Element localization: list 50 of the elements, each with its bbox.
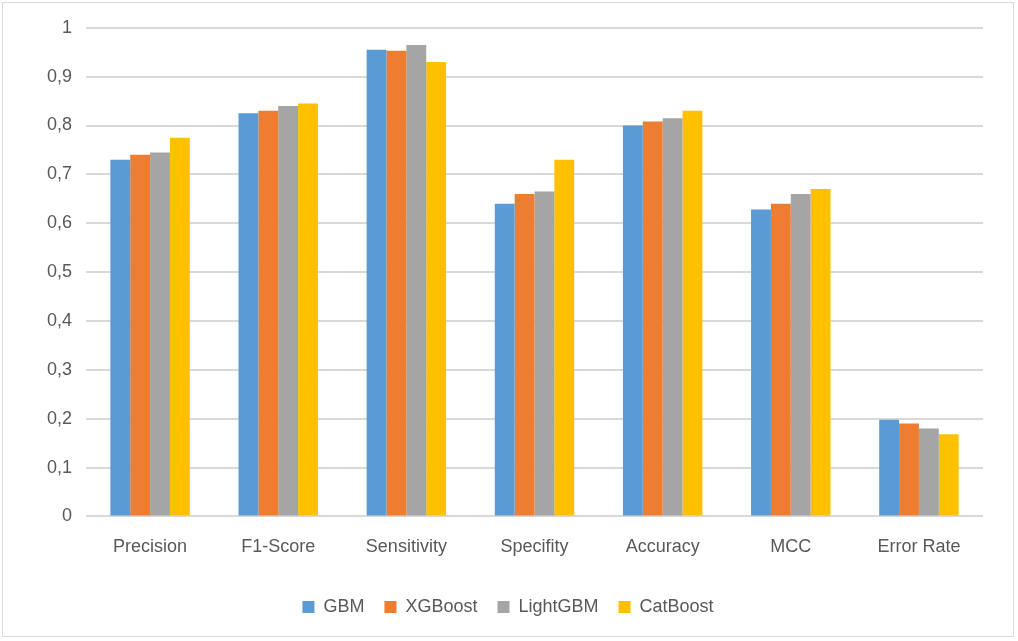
y-tick-label: 0,3 [46, 358, 73, 379]
bar [110, 159, 131, 516]
bar [366, 49, 387, 516]
bar [534, 191, 555, 516]
legend-label: GBM [323, 595, 365, 616]
y-tick-label: 0,9 [46, 65, 73, 86]
legend-label: LightGBM [518, 595, 599, 616]
y-tick-label: 0,8 [46, 114, 73, 135]
y-tick-label: 0,7 [46, 163, 73, 184]
bar [642, 121, 663, 516]
x-tick-label: F1-Score [241, 536, 316, 557]
bar [938, 434, 959, 516]
bar [879, 419, 900, 516]
x-tick-label: Error Rate [877, 536, 961, 557]
bar [918, 428, 939, 516]
y-tick-label: 1 [62, 16, 73, 37]
bar [554, 159, 575, 516]
bar [751, 209, 771, 516]
x-tick-label: MCC [770, 536, 812, 557]
y-tick-label: 0,6 [46, 212, 73, 233]
bar [258, 110, 279, 516]
x-tick-label: Accuracy [625, 536, 700, 557]
bar [810, 189, 831, 516]
bar [130, 154, 151, 516]
bar [622, 125, 643, 516]
bar [406, 44, 427, 516]
bar [169, 137, 190, 516]
legend-label: XGBoost [405, 595, 478, 616]
y-tick-label: 0,4 [46, 309, 73, 330]
bar [514, 193, 535, 516]
bar [278, 105, 299, 516]
y-tick-label: 0,5 [46, 261, 73, 282]
y-tick-label: 0 [62, 505, 73, 526]
bar [899, 423, 919, 516]
y-tick-label: 0,2 [46, 407, 73, 428]
bar [426, 62, 447, 516]
x-tick-label: Precision [113, 536, 188, 557]
x-tick-label: Sensitivity [365, 536, 447, 557]
bar [790, 193, 811, 516]
bar [494, 203, 515, 516]
legend-label: CatBoost [639, 595, 714, 616]
bar [150, 152, 170, 516]
bar [662, 118, 683, 516]
bar [238, 113, 259, 516]
bar [770, 203, 791, 516]
x-tick-label: Specifity [500, 536, 569, 557]
bar [298, 103, 318, 516]
bar [386, 50, 407, 516]
y-tick-label: 0,1 [46, 456, 73, 477]
bar [682, 110, 703, 516]
